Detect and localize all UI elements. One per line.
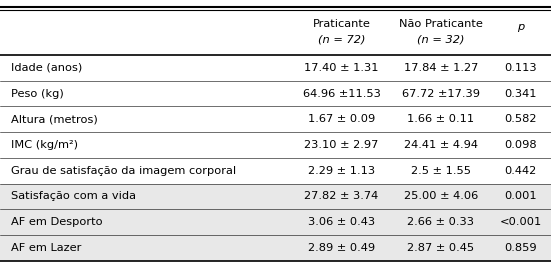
Text: Altura (metros): Altura (metros) <box>11 114 98 124</box>
Text: 0.341: 0.341 <box>505 88 537 99</box>
Text: 27.82 ± 3.74: 27.82 ± 3.74 <box>305 191 379 202</box>
Text: 67.72 ±17.39: 67.72 ±17.39 <box>402 88 480 99</box>
Text: (n = 72): (n = 72) <box>318 34 365 44</box>
Text: Idade (anos): Idade (anos) <box>11 63 82 73</box>
Bar <box>0 184 551 209</box>
Text: 0.113: 0.113 <box>504 63 537 73</box>
Text: (n = 32): (n = 32) <box>417 34 464 44</box>
Text: IMC (kg/m²): IMC (kg/m²) <box>11 140 78 150</box>
Text: AF em Lazer: AF em Lazer <box>11 243 82 253</box>
Text: 17.40 ± 1.31: 17.40 ± 1.31 <box>304 63 379 73</box>
Text: Praticante: Praticante <box>312 19 371 29</box>
Text: p: p <box>517 22 525 32</box>
Text: 0.001: 0.001 <box>504 191 537 202</box>
Text: 2.89 ± 0.49: 2.89 ± 0.49 <box>308 243 375 253</box>
Text: 0.098: 0.098 <box>504 140 537 150</box>
Text: 0.582: 0.582 <box>505 114 537 124</box>
Bar <box>0 235 551 261</box>
Text: 2.66 ± 0.33: 2.66 ± 0.33 <box>407 217 474 227</box>
Text: Grau de satisfação da imagem corporal: Grau de satisfação da imagem corporal <box>11 166 236 176</box>
Text: Não Praticante: Não Praticante <box>399 19 483 29</box>
Text: 2.5 ± 1.55: 2.5 ± 1.55 <box>411 166 471 176</box>
Text: 17.84 ± 1.27: 17.84 ± 1.27 <box>404 63 478 73</box>
Text: 1.66 ± 0.11: 1.66 ± 0.11 <box>407 114 474 124</box>
Text: 0.442: 0.442 <box>505 166 537 176</box>
Text: 1.67 ± 0.09: 1.67 ± 0.09 <box>308 114 375 124</box>
Text: 3.06 ± 0.43: 3.06 ± 0.43 <box>308 217 375 227</box>
Bar <box>0 209 551 235</box>
Text: 0.859: 0.859 <box>504 243 537 253</box>
Text: 2.29 ± 1.13: 2.29 ± 1.13 <box>308 166 375 176</box>
Text: <0.001: <0.001 <box>500 217 542 227</box>
Text: 23.10 ± 2.97: 23.10 ± 2.97 <box>305 140 379 150</box>
Text: 25.00 ± 4.06: 25.00 ± 4.06 <box>404 191 478 202</box>
Text: 2.87 ± 0.45: 2.87 ± 0.45 <box>407 243 474 253</box>
Text: 24.41 ± 4.94: 24.41 ± 4.94 <box>404 140 478 150</box>
Text: AF em Desporto: AF em Desporto <box>11 217 102 227</box>
Text: Satisfação com a vida: Satisfação com a vida <box>11 191 136 202</box>
Text: 64.96 ±11.53: 64.96 ±11.53 <box>302 88 381 99</box>
Text: Peso (kg): Peso (kg) <box>11 88 64 99</box>
